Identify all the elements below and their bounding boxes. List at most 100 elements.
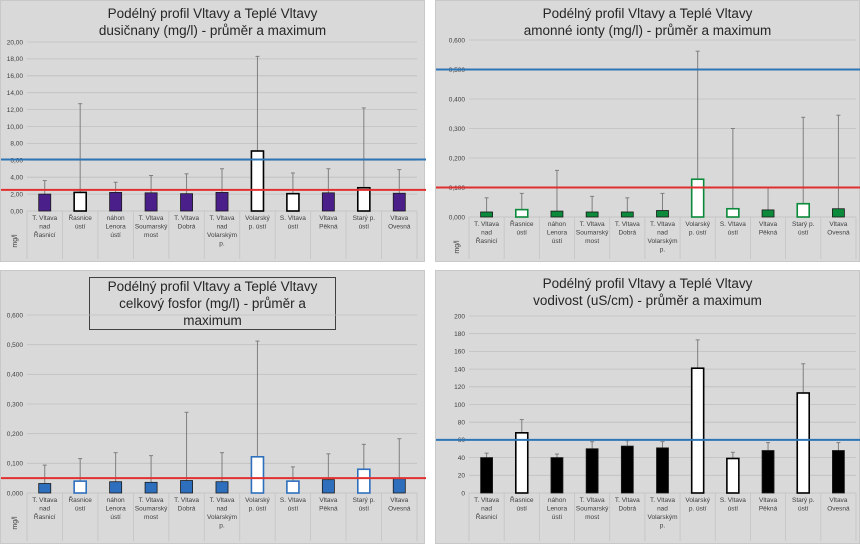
x-category-label-line: ústí	[359, 224, 370, 231]
x-category-label: T. Vltava Dobrá	[615, 221, 640, 237]
x-category-label-line: Vltava	[390, 215, 408, 222]
x-category-label: Vltava Ovesná	[388, 215, 411, 231]
mean-bar	[620, 445, 634, 494]
x-category-label: T. Vltava nad Řasnicí	[32, 497, 57, 521]
x-category-label-line: nad	[217, 224, 228, 231]
x-category-label-line: p.	[660, 247, 666, 254]
chart-title-line2: dusičnany (mg/l) - průměr a maximum	[98, 23, 327, 38]
x-category-label: Vltava Pěkná	[319, 215, 338, 231]
y-tick-label: 0,400	[449, 96, 466, 103]
mean-bar	[761, 209, 775, 218]
x-category-label-line: S. Vltava	[280, 215, 306, 222]
x-category-label-line: Řasnicí	[34, 230, 56, 239]
x-category-label: Vltava Pěkná	[319, 497, 338, 513]
x-category-label: Řasnice ústí	[510, 495, 534, 513]
mean-bar	[286, 192, 300, 212]
x-category-label: Starý p. ústí	[792, 221, 815, 237]
mean-bar	[392, 192, 406, 212]
x-category-label: náhon Lenora ústí	[106, 215, 127, 239]
x-category-label: S. Vltava ústí	[720, 497, 746, 513]
mean-bar	[180, 193, 193, 212]
x-category-label-line: Volarským	[648, 514, 678, 521]
x-category-label-line: T. Vltava	[32, 215, 57, 222]
y-tick-label: 20	[458, 473, 466, 480]
x-category-label-line: Dobrá	[178, 506, 196, 513]
y-tick-label: 14,00	[7, 90, 24, 97]
mean-bar	[761, 450, 775, 494]
mean-bar	[796, 202, 811, 218]
y-tick-label: 0,200	[7, 431, 24, 438]
x-category-label-line: T. Vltava	[474, 497, 499, 504]
x-category-label-line: Lenora	[547, 230, 568, 237]
x-category-label: S. Vltava ústí	[280, 497, 306, 513]
mean-bar	[726, 207, 740, 218]
chart-title-line1: Podélný profil Vltavy a Teplé Vltavy	[107, 279, 318, 294]
x-category-label-line: ústí	[798, 230, 809, 237]
x-category-label-line: Soumarský	[135, 506, 168, 513]
mean-bar	[514, 208, 529, 218]
mean-bar	[356, 186, 371, 212]
chart-panel-amonne-ionty: Podélný profil Vltavy a Teplé Vltavy amo…	[435, 0, 860, 262]
mean-bar	[321, 192, 335, 212]
y-tick-label: 0,500	[7, 342, 24, 349]
mean-bar	[38, 193, 52, 212]
chart-title-line1: Podélný profil Vltavy a Teplé Vltavy	[542, 6, 753, 21]
x-category-label-line: ústí	[552, 514, 563, 521]
y-tick-label: 12,00	[7, 107, 24, 114]
mean-bar	[620, 211, 634, 218]
x-category-label-line: p. ústí	[249, 506, 267, 513]
x-category-label-line: T. Vltava	[139, 497, 164, 504]
x-category-label: Vltava Ovesná	[388, 497, 411, 513]
mean-bar	[480, 211, 493, 218]
chart-title-line2: vodivost (uS/cm) - průměr a maximum	[533, 293, 762, 308]
mean-bar	[356, 468, 371, 494]
x-category-label-line: ústí	[517, 230, 528, 237]
chart-panel-dusicnany: Podélný profil Vltavy a Teplé Vltavy dus…	[0, 0, 426, 262]
chart-title: Podélný profil Vltavy a Teplé Vltavy amo…	[436, 5, 859, 39]
y-tick-label: 0,100	[7, 461, 24, 468]
x-category-label-line: ústí	[288, 506, 299, 513]
x-category-label-line: ústí	[552, 238, 563, 245]
x-category-label-line: T. Vltava	[474, 221, 499, 228]
mean-bar	[690, 367, 705, 494]
x-category-label: Volarský p. ústí	[245, 215, 270, 231]
mean-bar	[796, 392, 811, 494]
y-tick-label: 200	[454, 313, 465, 320]
mean-bar	[514, 432, 529, 494]
x-category-label-line: Volarský	[685, 221, 710, 228]
y-tick-label: 180	[454, 331, 465, 338]
x-category-label-line: Ovesná	[388, 224, 411, 231]
x-category-label-line: Ovesná	[827, 230, 850, 237]
chart-title: Podélný profil Vltavy a Teplé Vltavy cel…	[89, 277, 336, 330]
chart-title-line1: Podélný profil Vltavy a Teplé Vltavy	[107, 6, 318, 21]
x-category-label-line: ústí	[288, 224, 299, 231]
x-category-label-line: Lenora	[106, 224, 127, 231]
x-category-label-line: Starý p.	[353, 215, 376, 222]
x-category-label-line: T. Vltava	[580, 497, 605, 504]
x-category-label: náhon Lenora ústí	[106, 497, 127, 521]
y-tick-label: 80	[458, 420, 466, 427]
y-tick-label: 0,600	[449, 37, 466, 44]
y-axis-unit-label: mg/l	[12, 516, 19, 530]
x-category-label-line: ústí	[110, 232, 121, 239]
chart-title-line2: celkový fosfor (mg/l) - průměr a maximum	[119, 296, 306, 328]
x-category-label-line: ústí	[798, 506, 809, 513]
x-category-label-line: Volarským	[207, 232, 237, 239]
x-category-label: Vltava Ovesná	[827, 221, 850, 237]
mean-bar	[215, 481, 229, 494]
x-category-label-line: S. Vltava	[720, 497, 746, 504]
x-category-label: T. Vltava Soumarský most	[576, 497, 609, 521]
x-category-label: T. Vltava nad Řasnicí	[474, 497, 499, 521]
y-tick-label: 6,00	[10, 158, 23, 165]
chart-svg-amonne-ionty: 0,0000,1000,2000,3000,4000,5000,600mg/lT…	[436, 37, 860, 259]
x-category-label-line: Řasnice	[68, 213, 92, 222]
x-category-label-line: T. Vltava	[650, 221, 675, 228]
mean-bar	[215, 192, 229, 212]
mean-bar	[73, 191, 88, 212]
x-category-label-line: Volarským	[207, 514, 237, 521]
x-category-label-line: Pěkná	[759, 230, 778, 237]
x-category-label-line: Lenora	[547, 506, 568, 513]
x-category-label-line: ústí	[359, 506, 370, 513]
x-category-label-line: Soumarský	[135, 224, 168, 231]
x-category-label-line: Vltava	[829, 221, 847, 228]
